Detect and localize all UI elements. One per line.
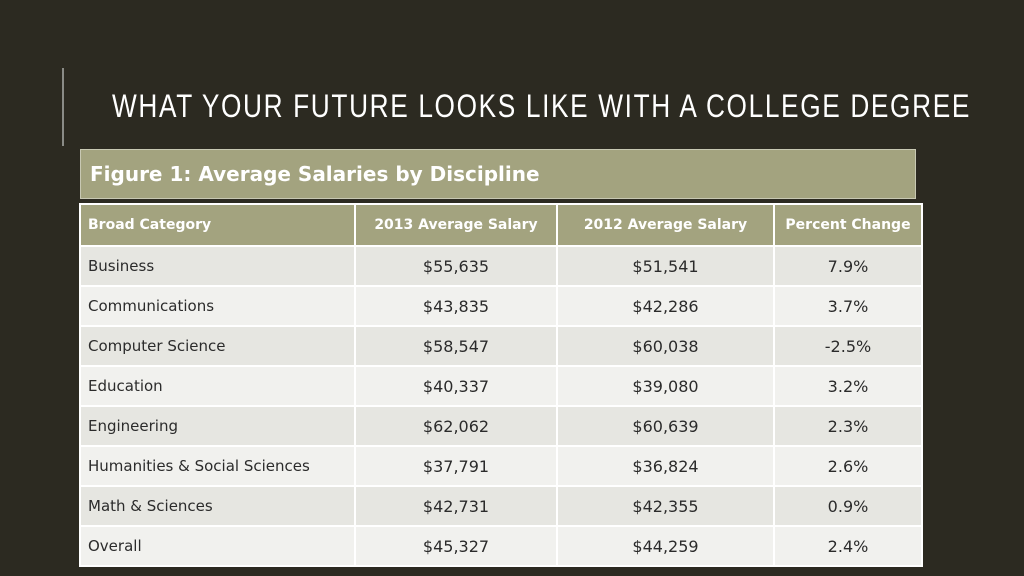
category-cell: Humanities & Social Sciences: [79, 445, 356, 487]
header-2012-average-salary: 2012 Average Salary: [556, 203, 775, 247]
table-row: Communications $43,835 $42,286 3.7%: [79, 285, 923, 327]
table-row: Business $55,635 $51,541 7.9%: [79, 245, 923, 287]
table-row: Overall $45,327 $44,259 2.4%: [79, 525, 923, 567]
salary-table: Broad Category 2013 Average Salary 2012 …: [79, 203, 923, 567]
title-accent-bar: [62, 68, 64, 146]
salary-2013-cell: $42,731: [354, 485, 558, 527]
table-row: Computer Science $58,547 $60,038 -2.5%: [79, 325, 923, 367]
header-2013-average-salary: 2013 Average Salary: [354, 203, 558, 247]
percent-change-cell: 3.7%: [773, 285, 923, 327]
salary-2013-cell: $43,835: [354, 285, 558, 327]
salary-2013-cell: $37,791: [354, 445, 558, 487]
percent-change-cell: -2.5%: [773, 325, 923, 367]
percent-change-cell: 2.6%: [773, 445, 923, 487]
table-row: Math & Sciences $42,731 $42,355 0.9%: [79, 485, 923, 527]
salary-2012-cell: $42,286: [556, 285, 775, 327]
table-header-row: Broad Category 2013 Average Salary 2012 …: [79, 203, 923, 247]
category-cell: Math & Sciences: [79, 485, 356, 527]
salary-2012-cell: $39,080: [556, 365, 775, 407]
percent-change-cell: 2.4%: [773, 525, 923, 567]
category-cell: Business: [79, 245, 356, 287]
category-cell: Education: [79, 365, 356, 407]
salary-2012-cell: $36,824: [556, 445, 775, 487]
table-row: Education $40,337 $39,080 3.2%: [79, 365, 923, 407]
salary-2012-cell: $51,541: [556, 245, 775, 287]
percent-change-cell: 2.3%: [773, 405, 923, 447]
category-cell: Overall: [79, 525, 356, 567]
percent-change-cell: 7.9%: [773, 245, 923, 287]
salary-2013-cell: $62,062: [354, 405, 558, 447]
table-row: Engineering $62,062 $60,639 2.3%: [79, 405, 923, 447]
percent-change-cell: 0.9%: [773, 485, 923, 527]
category-cell: Engineering: [79, 405, 356, 447]
header-broad-category: Broad Category: [79, 203, 356, 247]
slide-title: WHAT YOUR FUTURE LOOKS LIKE WITH A COLLE…: [112, 88, 971, 124]
salary-2013-cell: $58,547: [354, 325, 558, 367]
header-percent-change: Percent Change: [773, 203, 923, 247]
category-cell: Computer Science: [79, 325, 356, 367]
salary-2012-cell: $42,355: [556, 485, 775, 527]
table-row: Humanities & Social Sciences $37,791 $36…: [79, 445, 923, 487]
category-cell: Communications: [79, 285, 356, 327]
salary-2012-cell: $60,639: [556, 405, 775, 447]
salary-2013-cell: $45,327: [354, 525, 558, 567]
figure-caption: Figure 1: Average Salaries by Discipline: [80, 149, 916, 199]
salary-2012-cell: $44,259: [556, 525, 775, 567]
salary-2013-cell: $40,337: [354, 365, 558, 407]
salary-2012-cell: $60,038: [556, 325, 775, 367]
salary-2013-cell: $55,635: [354, 245, 558, 287]
percent-change-cell: 3.2%: [773, 365, 923, 407]
